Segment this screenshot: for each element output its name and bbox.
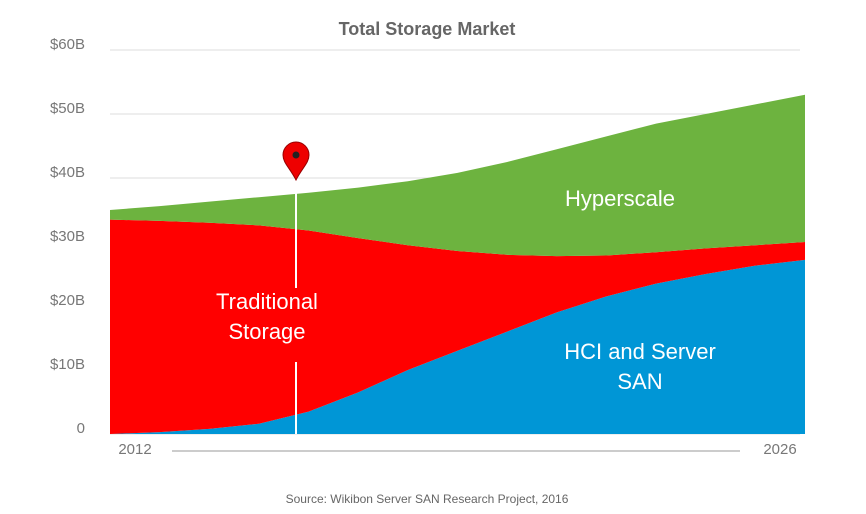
y-tick-label: $40B bbox=[50, 164, 85, 181]
y-tick-label: $60B bbox=[50, 36, 85, 53]
x-tick-label: 2026 bbox=[763, 441, 796, 458]
y-tick-label: $10B bbox=[50, 356, 85, 373]
area-label: Hyperscale bbox=[564, 186, 676, 211]
y-tick-label: $20B bbox=[50, 292, 85, 309]
area-label: HCI and Server SAN bbox=[564, 339, 716, 394]
source-note: Source: Wikibon Server SAN Research Proj… bbox=[286, 492, 569, 506]
x-tick-label: 2012 bbox=[118, 441, 151, 458]
chart-title: Total Storage Market bbox=[339, 19, 516, 39]
y-tick-label: $50B bbox=[50, 100, 85, 117]
area-label: Traditional Storage bbox=[216, 289, 318, 344]
pin-marker bbox=[282, 141, 310, 434]
y-tick-label: $30B bbox=[50, 228, 85, 245]
y-tick-label: 0 bbox=[77, 420, 85, 437]
area bbox=[110, 259, 805, 434]
area bbox=[110, 219, 805, 434]
area bbox=[110, 94, 805, 257]
